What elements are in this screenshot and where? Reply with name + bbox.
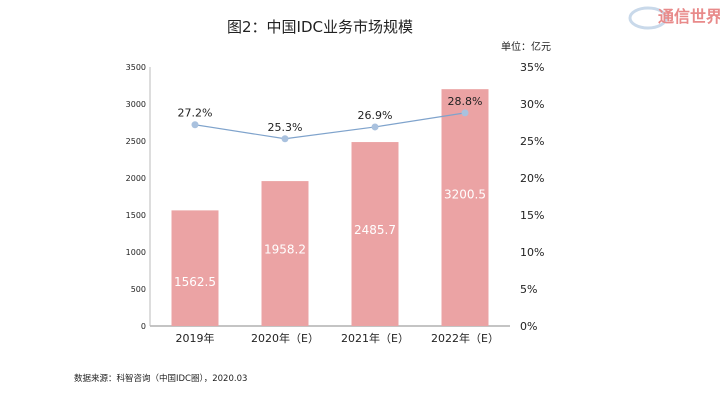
unit-label: 单位：亿元 (501, 40, 551, 53)
bar-value-label: 1958.2 (264, 243, 306, 257)
line-point (281, 135, 289, 143)
x-tick-label: 2022年（E） (431, 331, 499, 345)
bar-value-label: 3200.5 (444, 188, 486, 202)
bar-value-label: 2485.7 (354, 223, 396, 237)
line-value-label: 26.9% (358, 109, 393, 122)
bar (351, 142, 399, 326)
x-tick-label: 2021年（E） (341, 331, 409, 345)
bar (171, 210, 219, 326)
line-point (191, 121, 199, 129)
x-tick-label: 2020年（E） (251, 331, 319, 345)
growth-line (194, 112, 466, 140)
y-tick-right: 20% (520, 172, 544, 185)
y-tick-right: 25% (520, 135, 544, 148)
bar-value-label: 1562.5 (174, 275, 216, 289)
line-value-label: 25.3% (268, 121, 303, 134)
y-tick-left: 2000 (126, 174, 146, 183)
watermark-logo: 通信世界 (628, 6, 720, 30)
y-tick-left: 3000 (126, 100, 146, 109)
y-tick-right: 10% (520, 246, 544, 259)
y-tick-right: 0% (520, 320, 537, 333)
y-tick-left: 0 (141, 322, 146, 331)
y-tick-left: 500 (131, 285, 146, 294)
y-tick-left: 2500 (126, 137, 146, 146)
y-tick-right: 15% (520, 209, 544, 222)
x-tick-label: 2019年 (176, 331, 215, 345)
y-tick-right: 30% (520, 98, 544, 111)
line-point (371, 123, 379, 131)
bar (261, 181, 309, 326)
line-value-label: 27.2% (178, 107, 213, 120)
y-tick-left: 1000 (126, 248, 146, 257)
source-note: 数据来源：科智咨询（中国IDC圈），2020.03 (74, 373, 247, 384)
chart-title: 图2：中国IDC业务市场规模 (227, 18, 413, 36)
watermark-text: 通信世界 (658, 7, 720, 26)
line-point (461, 109, 469, 117)
y-tick-left: 3500 (126, 63, 146, 72)
line-value-label: 28.8% (448, 95, 483, 108)
y-tick-right: 5% (520, 283, 537, 296)
y-tick-right: 35% (520, 61, 544, 74)
bar (441, 89, 489, 327)
y-tick-left: 1500 (126, 211, 146, 220)
